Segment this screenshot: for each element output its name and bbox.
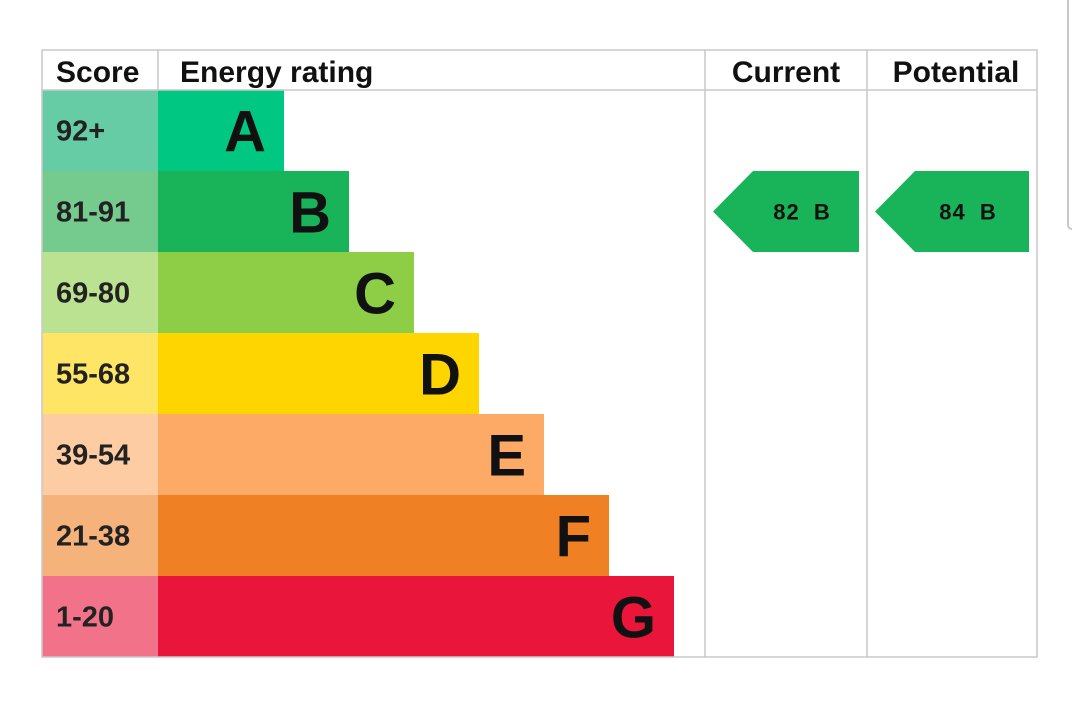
band-letter-g: G <box>611 586 656 651</box>
band-letter-e: E <box>487 424 526 489</box>
band-letter-d: D <box>419 343 461 408</box>
band-bar-a <box>158 90 284 171</box>
band-letter-b: B <box>289 181 331 246</box>
band-bar-f <box>158 495 609 576</box>
table-border <box>41 49 1038 658</box>
table-grid <box>41 49 1038 658</box>
score-cell-c <box>42 252 158 333</box>
scrollbar-edge <box>1067 0 1072 230</box>
header-energy-rating: Energy rating <box>180 56 373 89</box>
score-cell-a <box>42 90 158 171</box>
score-range-e: 39-54 <box>56 440 130 472</box>
band-letter-a: A <box>224 100 266 165</box>
header-score: Score <box>56 56 139 89</box>
score-range-f: 21-38 <box>56 521 130 553</box>
potential-rating-arrow <box>875 171 1029 252</box>
band-bar-b <box>158 171 349 252</box>
score-range-b: 81-91 <box>56 197 130 229</box>
score-range-c: 69-80 <box>56 278 130 310</box>
header-current: Current <box>732 56 840 89</box>
score-cell-b <box>42 171 158 252</box>
score-cell-g <box>42 576 158 657</box>
score-cell-d <box>42 333 158 414</box>
band-bar-d <box>158 333 479 414</box>
band-bar-g <box>158 576 674 657</box>
current-rating-label: 82 B <box>773 200 831 225</box>
header-potential: Potential <box>893 56 1020 89</box>
score-range-g: 1-20 <box>56 602 114 634</box>
score-cell-f <box>42 495 158 576</box>
current-rating-arrow <box>713 171 859 252</box>
band-letter-f: F <box>556 505 591 570</box>
potential-rating-label: 84 B <box>939 200 997 225</box>
band-bar-e <box>158 414 544 495</box>
score-range-a: 92+ <box>56 116 105 148</box>
score-range-d: 55-68 <box>56 359 130 391</box>
band-bar-c <box>158 252 414 333</box>
score-cell-e <box>42 414 158 495</box>
rating-markers: 82 B 84 B <box>713 171 1029 252</box>
rating-bands: 92+ A 81-91 B 69-80 C 55-68 D 39-54 E 21-38 F 1-20 G <box>42 90 674 657</box>
band-letter-c: C <box>354 262 396 327</box>
